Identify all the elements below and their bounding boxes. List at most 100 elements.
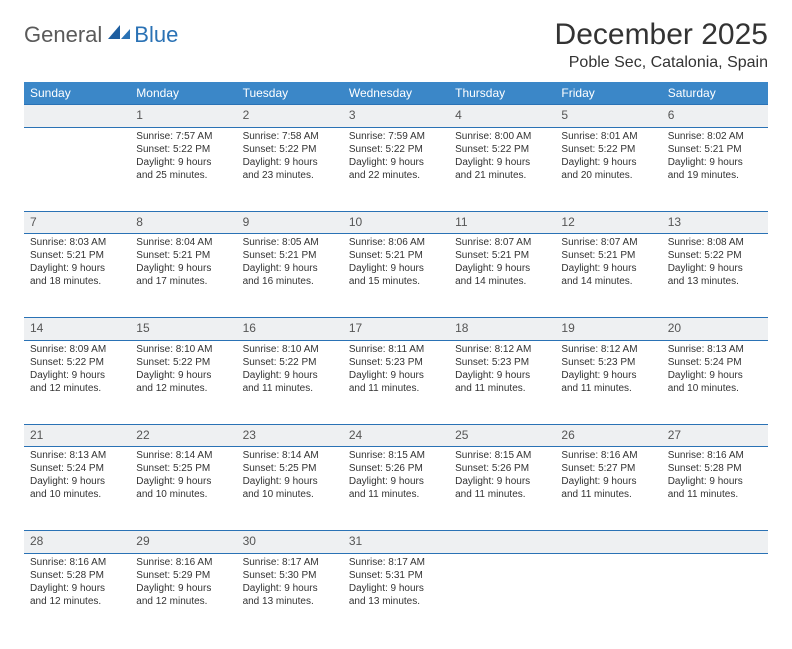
sunset-text: Sunset: 5:22 PM: [561, 143, 655, 156]
day-number-cell: 31: [343, 531, 449, 554]
daylight-text: Daylight: 9 hours and 14 minutes.: [455, 262, 549, 288]
sunrise-text: Sunrise: 8:16 AM: [30, 556, 124, 569]
day-number-cell: 30: [237, 531, 343, 554]
sunrise-text: Sunrise: 8:17 AM: [349, 556, 443, 569]
day-cell: Sunrise: 8:04 AMSunset: 5:21 PMDaylight:…: [130, 234, 236, 318]
daylight-text: Daylight: 9 hours and 11 minutes.: [455, 475, 549, 501]
daylight-text: Daylight: 9 hours and 12 minutes.: [136, 582, 230, 608]
sunset-text: Sunset: 5:24 PM: [30, 462, 124, 475]
sunset-text: Sunset: 5:22 PM: [136, 356, 230, 369]
sunset-text: Sunset: 5:23 PM: [349, 356, 443, 369]
header: General Blue December 2025 Poble Sec, Ca…: [24, 18, 768, 72]
weekday-header: Monday: [130, 82, 236, 105]
day-cell: Sunrise: 8:16 AMSunset: 5:29 PMDaylight:…: [130, 553, 236, 637]
daylight-text: Daylight: 9 hours and 12 minutes.: [136, 369, 230, 395]
sunset-text: Sunset: 5:24 PM: [668, 356, 762, 369]
calendar-page: General Blue December 2025 Poble Sec, Ca…: [0, 0, 792, 649]
sunset-text: Sunset: 5:30 PM: [243, 569, 337, 582]
weekday-header: Sunday: [24, 82, 130, 105]
sunrise-text: Sunrise: 8:13 AM: [668, 343, 762, 356]
day-number-row: 21222324252627: [24, 424, 768, 447]
day-cell: Sunrise: 8:15 AMSunset: 5:26 PMDaylight:…: [343, 447, 449, 531]
day-number-cell: [555, 531, 661, 554]
daylight-text: Daylight: 9 hours and 12 minutes.: [30, 582, 124, 608]
day-number-cell: 1: [130, 105, 236, 128]
sunset-text: Sunset: 5:28 PM: [30, 569, 124, 582]
day-cell: Sunrise: 7:59 AMSunset: 5:22 PMDaylight:…: [343, 127, 449, 211]
sunrise-text: Sunrise: 8:00 AM: [455, 130, 549, 143]
day-cell: Sunrise: 8:01 AMSunset: 5:22 PMDaylight:…: [555, 127, 661, 211]
week-row: Sunrise: 8:13 AMSunset: 5:24 PMDaylight:…: [24, 447, 768, 531]
daylight-text: Daylight: 9 hours and 10 minutes.: [243, 475, 337, 501]
day-cell: Sunrise: 8:07 AMSunset: 5:21 PMDaylight:…: [449, 234, 555, 318]
sunrise-text: Sunrise: 8:16 AM: [668, 449, 762, 462]
sunrise-text: Sunrise: 8:07 AM: [455, 236, 549, 249]
sunset-text: Sunset: 5:21 PM: [561, 249, 655, 262]
logo-text-blue: Blue: [134, 22, 178, 48]
day-cell: Sunrise: 7:57 AMSunset: 5:22 PMDaylight:…: [130, 127, 236, 211]
sunrise-text: Sunrise: 8:17 AM: [243, 556, 337, 569]
day-number-row: 14151617181920: [24, 318, 768, 341]
daylight-text: Daylight: 9 hours and 11 minutes.: [455, 369, 549, 395]
daylight-text: Daylight: 9 hours and 10 minutes.: [30, 475, 124, 501]
sunrise-text: Sunrise: 8:09 AM: [30, 343, 124, 356]
day-number-cell: 21: [24, 424, 130, 447]
day-cell: [555, 553, 661, 637]
daylight-text: Daylight: 9 hours and 19 minutes.: [668, 156, 762, 182]
day-number-cell: 7: [24, 211, 130, 234]
daylight-text: Daylight: 9 hours and 22 minutes.: [349, 156, 443, 182]
sunset-text: Sunset: 5:22 PM: [30, 356, 124, 369]
day-number-cell: 6: [662, 105, 768, 128]
day-cell: Sunrise: 8:00 AMSunset: 5:22 PMDaylight:…: [449, 127, 555, 211]
day-cell: Sunrise: 8:13 AMSunset: 5:24 PMDaylight:…: [662, 340, 768, 424]
sunset-text: Sunset: 5:25 PM: [136, 462, 230, 475]
daylight-text: Daylight: 9 hours and 11 minutes.: [561, 369, 655, 395]
location: Poble Sec, Catalonia, Spain: [555, 54, 768, 72]
sunrise-text: Sunrise: 8:08 AM: [668, 236, 762, 249]
daylight-text: Daylight: 9 hours and 14 minutes.: [561, 262, 655, 288]
logo: General Blue: [24, 22, 178, 48]
week-row: Sunrise: 8:03 AMSunset: 5:21 PMDaylight:…: [24, 234, 768, 318]
day-number-cell: [449, 531, 555, 554]
day-cell: [24, 127, 130, 211]
day-cell: Sunrise: 8:08 AMSunset: 5:22 PMDaylight:…: [662, 234, 768, 318]
daylight-text: Daylight: 9 hours and 20 minutes.: [561, 156, 655, 182]
sunset-text: Sunset: 5:23 PM: [455, 356, 549, 369]
sunset-text: Sunset: 5:22 PM: [668, 249, 762, 262]
sunset-text: Sunset: 5:22 PM: [136, 143, 230, 156]
sunrise-text: Sunrise: 8:16 AM: [561, 449, 655, 462]
daylight-text: Daylight: 9 hours and 16 minutes.: [243, 262, 337, 288]
sunset-text: Sunset: 5:22 PM: [243, 356, 337, 369]
sunset-text: Sunset: 5:21 PM: [668, 143, 762, 156]
day-cell: Sunrise: 8:17 AMSunset: 5:30 PMDaylight:…: [237, 553, 343, 637]
day-cell: Sunrise: 8:05 AMSunset: 5:21 PMDaylight:…: [237, 234, 343, 318]
day-number-cell: 29: [130, 531, 236, 554]
day-number-cell: 19: [555, 318, 661, 341]
logo-text-general: General: [24, 22, 102, 48]
sunset-text: Sunset: 5:27 PM: [561, 462, 655, 475]
day-number-cell: 12: [555, 211, 661, 234]
day-cell: Sunrise: 8:16 AMSunset: 5:28 PMDaylight:…: [24, 553, 130, 637]
sunrise-text: Sunrise: 8:04 AM: [136, 236, 230, 249]
day-cell: [662, 553, 768, 637]
day-number-cell: 15: [130, 318, 236, 341]
sunset-text: Sunset: 5:22 PM: [455, 143, 549, 156]
daylight-text: Daylight: 9 hours and 13 minutes.: [668, 262, 762, 288]
sunrise-text: Sunrise: 8:02 AM: [668, 130, 762, 143]
sunrise-text: Sunrise: 7:58 AM: [243, 130, 337, 143]
daylight-text: Daylight: 9 hours and 10 minutes.: [136, 475, 230, 501]
sunrise-text: Sunrise: 7:57 AM: [136, 130, 230, 143]
day-number-cell: [662, 531, 768, 554]
day-number-cell: 13: [662, 211, 768, 234]
daylight-text: Daylight: 9 hours and 25 minutes.: [136, 156, 230, 182]
sunrise-text: Sunrise: 8:03 AM: [30, 236, 124, 249]
weekday-header: Thursday: [449, 82, 555, 105]
sunset-text: Sunset: 5:25 PM: [243, 462, 337, 475]
daylight-text: Daylight: 9 hours and 17 minutes.: [136, 262, 230, 288]
day-number-cell: 3: [343, 105, 449, 128]
sunrise-text: Sunrise: 8:05 AM: [243, 236, 337, 249]
day-cell: Sunrise: 8:12 AMSunset: 5:23 PMDaylight:…: [555, 340, 661, 424]
sunset-text: Sunset: 5:28 PM: [668, 462, 762, 475]
daylight-text: Daylight: 9 hours and 15 minutes.: [349, 262, 443, 288]
sunrise-text: Sunrise: 8:16 AM: [136, 556, 230, 569]
